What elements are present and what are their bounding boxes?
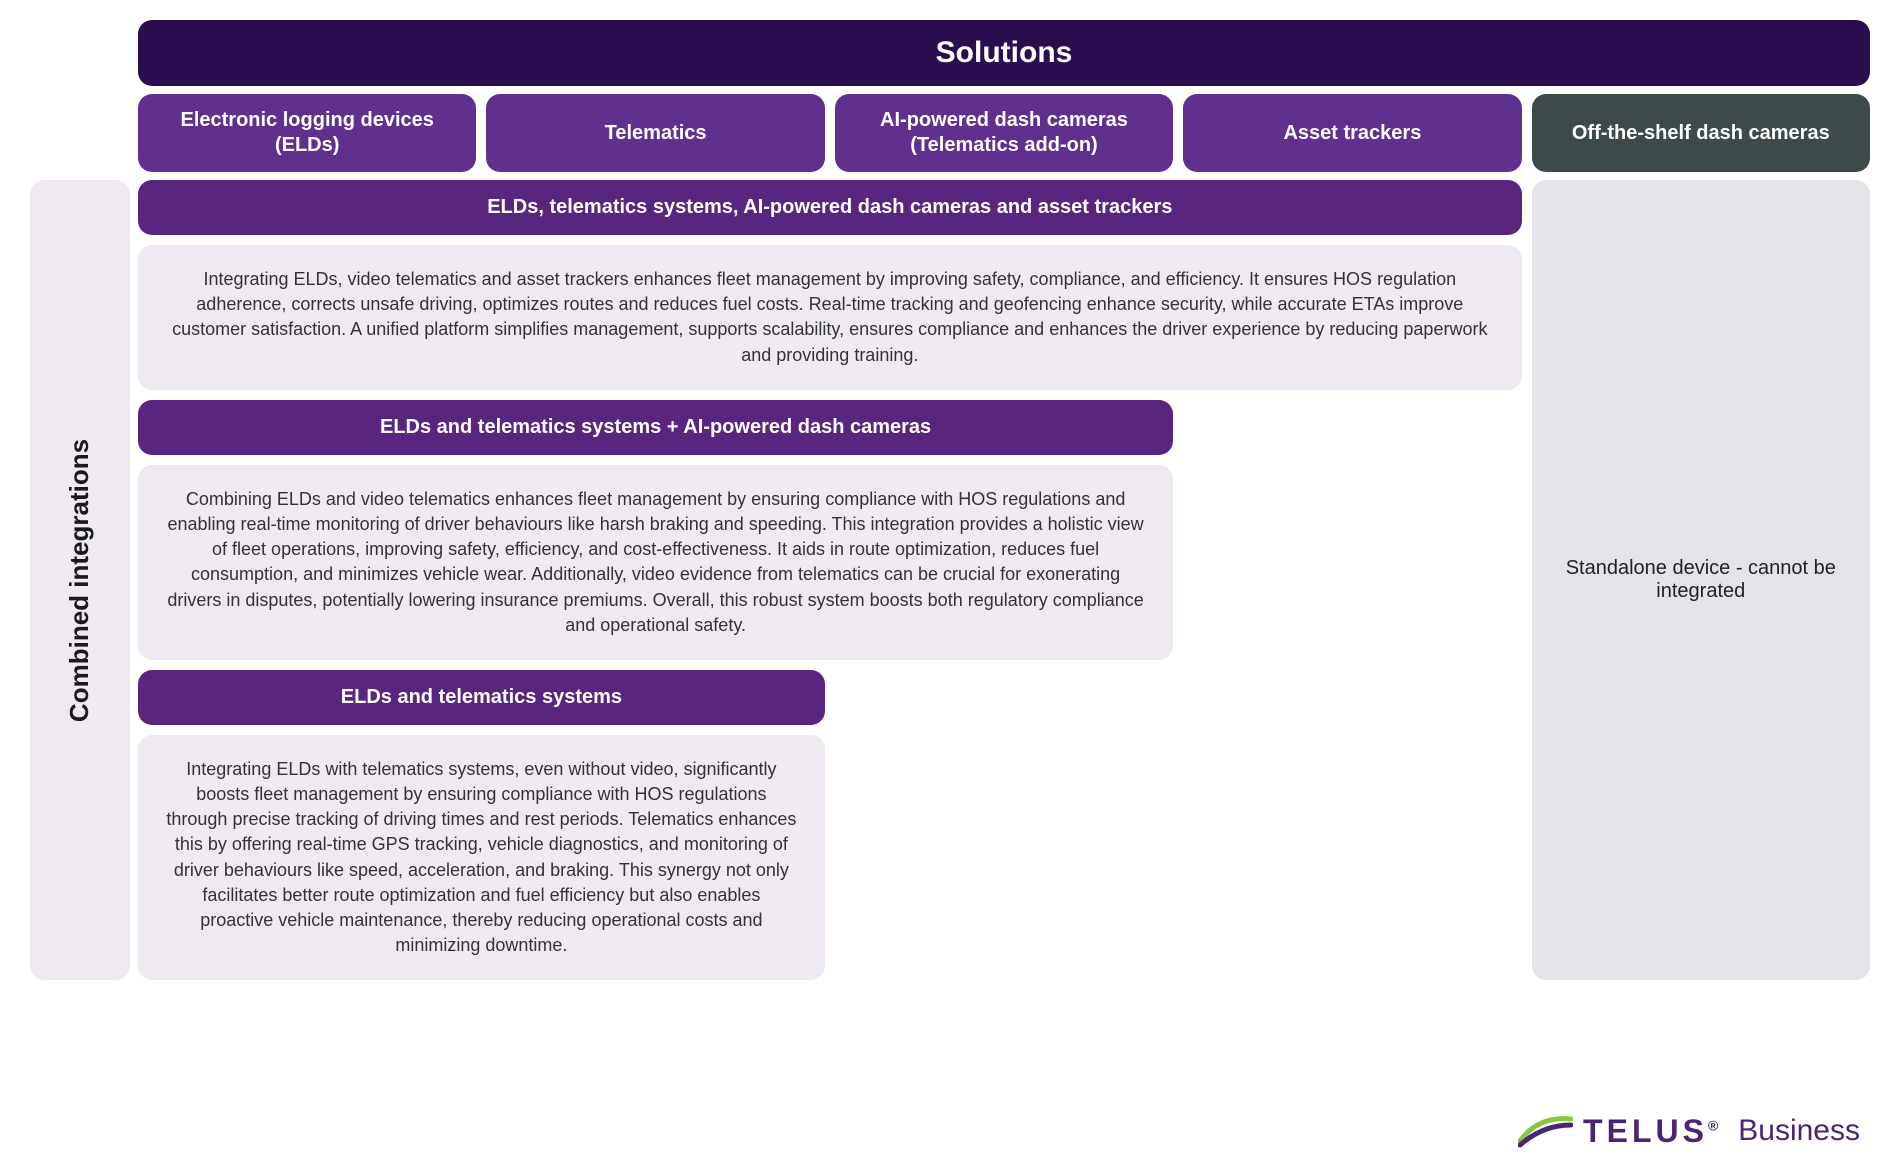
standalone-text: Standalone device - cannot be integrated: [1552, 557, 1850, 603]
section-2-header: ELDs and telematics systems + AI-powered…: [138, 400, 1173, 455]
section-1-body: Integrating ELDs, video telematics and a…: [138, 245, 1522, 390]
section-1-header: ELDs, telematics systems, AI-powered das…: [138, 180, 1522, 235]
logo-brand-name: TELUS®: [1583, 1113, 1722, 1150]
tab-ai-dash-cameras: AI-powered dash cameras (Telematics add-…: [835, 94, 1173, 172]
solution-tabs: Electronic logging devices (ELDs) Telema…: [138, 94, 1870, 172]
tab-off-the-shelf-cameras: Off-the-shelf dash cameras: [1532, 94, 1870, 172]
side-label-panel: Combined integrations: [30, 180, 130, 980]
solutions-header: Solutions: [138, 20, 1870, 86]
section-2-body: Combining ELDs and video telematics enha…: [138, 465, 1173, 660]
side-label: Combined integrations: [65, 439, 96, 722]
section-3-body: Integrating ELDs with telematics systems…: [138, 735, 825, 981]
section-3-header: ELDs and telematics systems: [138, 670, 825, 725]
tab-telematics: Telematics: [486, 94, 824, 172]
telus-business-logo: TELUS® Business: [1518, 1111, 1860, 1151]
logo-brand-suffix: Business: [1738, 1114, 1860, 1148]
tab-asset-trackers: Asset trackers: [1183, 94, 1521, 172]
tab-elds: Electronic logging devices (ELDs): [138, 94, 476, 172]
logo-swoosh-icon: [1518, 1111, 1573, 1151]
standalone-panel: Standalone device - cannot be integrated: [1532, 180, 1870, 980]
